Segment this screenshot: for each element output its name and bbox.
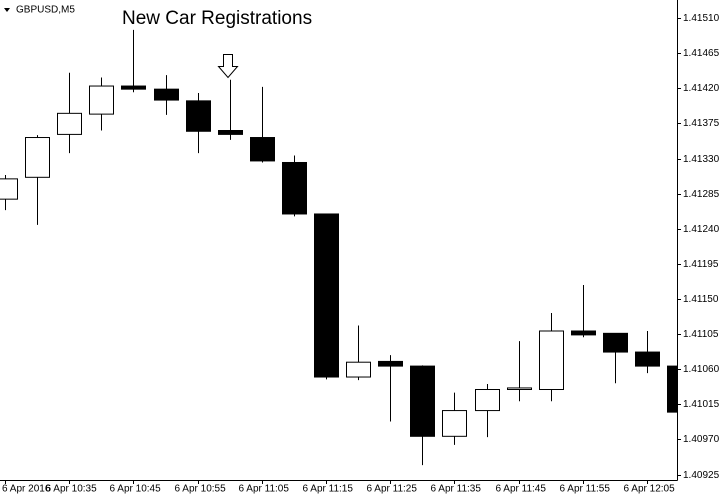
candle-body bbox=[667, 365, 677, 413]
candle-body bbox=[89, 85, 114, 115]
candle-body bbox=[346, 361, 371, 378]
x-tick-label: 6 Apr 10:55 bbox=[175, 484, 227, 495]
candle-body bbox=[250, 137, 275, 162]
y-tick-label: 1.41060 bbox=[683, 364, 720, 375]
y-tick-label: 1.41330 bbox=[683, 154, 720, 165]
chart-title: GBPUSD,M5 bbox=[16, 5, 75, 16]
event-arrow bbox=[217, 54, 239, 79]
candle-body bbox=[57, 112, 82, 135]
y-tick-label: 1.41465 bbox=[683, 48, 720, 59]
candle-body bbox=[603, 332, 628, 353]
x-tick-label: 6 Apr 11:25 bbox=[367, 484, 418, 495]
candle-body bbox=[507, 387, 532, 391]
x-tick-label: 6 Apr 11:05 bbox=[239, 484, 290, 495]
x-tick-label: 6 Apr 2016 bbox=[2, 484, 51, 495]
y-tick-label: 1.41375 bbox=[683, 118, 720, 129]
x-tick-label: 6 Apr 11:15 bbox=[303, 484, 354, 495]
candle-body bbox=[218, 130, 243, 135]
candle-body bbox=[282, 161, 307, 215]
y-tick-label: 1.40925 bbox=[683, 470, 720, 481]
y-tick-label: 1.40970 bbox=[683, 434, 720, 445]
y-tick-label: 1.41285 bbox=[683, 189, 720, 200]
candle-body bbox=[635, 351, 660, 367]
y-tick-label: 1.41105 bbox=[683, 329, 719, 340]
candle-body bbox=[121, 85, 146, 90]
y-tick-label: 1.41195 bbox=[683, 259, 719, 270]
y-tick-label: 1.41420 bbox=[683, 83, 720, 94]
candle-body bbox=[378, 360, 403, 367]
candle-body bbox=[475, 389, 500, 412]
candle-body bbox=[314, 213, 339, 378]
y-tick-label: 1.41150 bbox=[683, 294, 719, 305]
candle-body bbox=[154, 88, 179, 101]
y-tick-label: 1.41240 bbox=[683, 224, 720, 235]
x-tick-label: 6 Apr 12:05 bbox=[624, 484, 676, 495]
candle-body bbox=[25, 137, 50, 178]
x-tick-label: 6 Apr 10:35 bbox=[46, 484, 98, 495]
candle-body bbox=[442, 410, 467, 437]
symbol-icon bbox=[4, 8, 10, 12]
candle-body bbox=[0, 178, 18, 200]
y-tick-label: 1.41015 bbox=[683, 399, 720, 410]
candle-body bbox=[410, 365, 435, 437]
candle-body bbox=[571, 330, 596, 336]
annotation: New Car Registrations bbox=[122, 8, 312, 29]
x-tick-label: 6 Apr 11:55 bbox=[560, 484, 611, 495]
plot-area bbox=[0, 29, 677, 466]
y-tick-label: 1.41510 bbox=[683, 13, 720, 24]
x-tick-label: 6 Apr 11:35 bbox=[431, 484, 482, 495]
candle-body bbox=[539, 330, 564, 391]
x-tick-label: 6 Apr 10:45 bbox=[110, 484, 162, 495]
candle-body bbox=[186, 100, 211, 132]
x-tick-label: 6 Apr 11:45 bbox=[496, 484, 547, 495]
